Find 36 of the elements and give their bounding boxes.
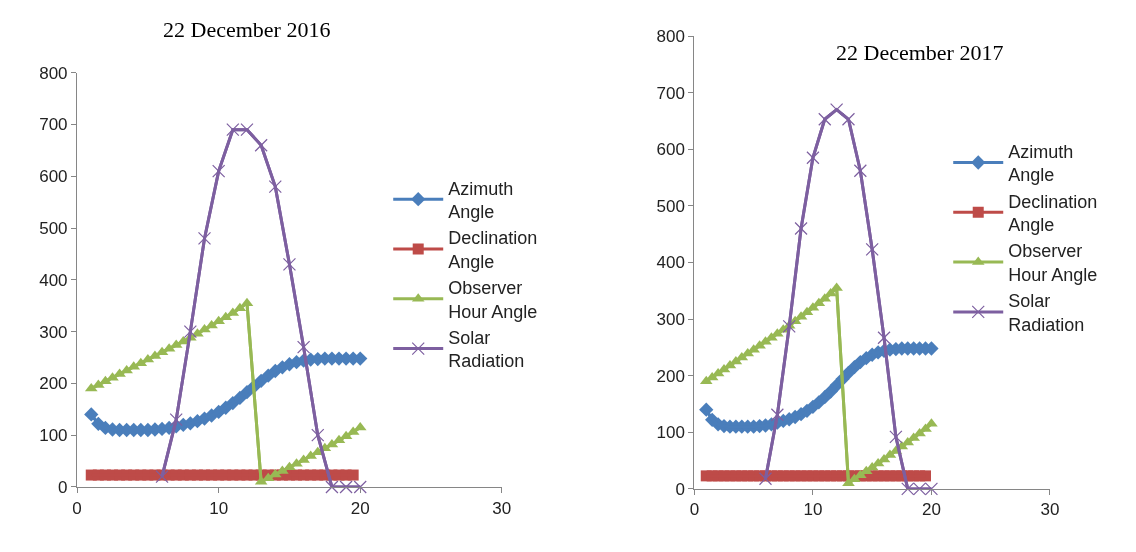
y-tick-label: 500 [656, 196, 685, 216]
y-tick-label: 700 [656, 83, 685, 103]
x-tick-label: 30 [492, 498, 512, 518]
legend-label: Solar Radiation [1008, 291, 1085, 335]
legend-label: Observer Hour Angle [448, 278, 538, 322]
x-tick-label: 20 [350, 498, 370, 518]
legend-label: Solar Radiation [448, 327, 525, 372]
y-tick-label: 300 [656, 310, 685, 330]
legend-label: Azimuth Angle [448, 178, 514, 222]
y-tick-label: 400 [656, 253, 685, 273]
y-tick-label: 300 [39, 322, 68, 342]
legend-label: Declination Angle [1008, 191, 1098, 236]
y-tick-label: 800 [656, 26, 685, 46]
x-tick-label: 10 [209, 498, 229, 518]
chart-title: 22 December 2017 [836, 40, 1004, 65]
y-tick-label: 600 [39, 167, 68, 187]
x-tick-label: 10 [803, 500, 823, 520]
x-tick-label: 20 [921, 500, 941, 520]
x-tick-label: 0 [689, 500, 700, 520]
y-tick-label: 800 [39, 63, 68, 83]
legend-label: Observer Hour Angle [1008, 241, 1098, 285]
y-tick-label: 700 [39, 115, 68, 135]
chart-title: 22 December 2016 [163, 17, 331, 42]
y-tick-label: 400 [39, 270, 68, 290]
y-tick-label: 600 [656, 140, 685, 160]
y-tick-label: 100 [39, 426, 68, 446]
legend-label: Azimuth Angle [1008, 141, 1074, 186]
x-tick-label: 30 [1040, 500, 1060, 520]
legend-label: Declination Angle [448, 228, 538, 272]
y-tick-label: 100 [656, 423, 685, 443]
y-tick-label: 0 [675, 479, 685, 499]
y-tick-label: 0 [58, 477, 68, 497]
x-tick-label: 0 [72, 498, 82, 518]
y-tick-label: 500 [39, 219, 68, 239]
y-tick-label: 200 [656, 366, 685, 386]
y-tick-label: 200 [39, 374, 68, 394]
